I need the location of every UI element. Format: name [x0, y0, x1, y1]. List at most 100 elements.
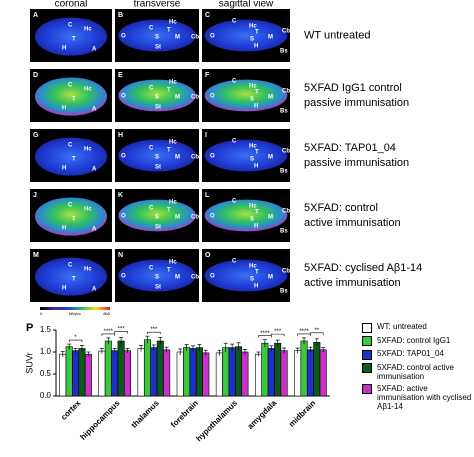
significance-label: ***: [118, 327, 126, 333]
region-label: St: [155, 285, 161, 291]
column-title: sagittal view: [219, 0, 274, 10]
region-label: Cb: [191, 275, 199, 281]
x-tick-label: cortex: [59, 398, 83, 422]
region-label: C: [68, 83, 73, 89]
error-bar: [112, 348, 117, 353]
panel-letter: F: [205, 72, 210, 79]
region-label: M: [268, 155, 273, 161]
x-tick-label: midbrain: [287, 398, 317, 428]
region-label: S: [155, 215, 159, 221]
region-label: T: [255, 150, 259, 156]
panel-letter: D: [33, 72, 38, 79]
bar: [254, 353, 262, 397]
significance-bracket: [297, 333, 311, 336]
region-label: T: [167, 148, 171, 154]
column-title: transverse: [134, 0, 181, 10]
row-label: active immunisation: [304, 277, 401, 289]
region-label: Hc: [249, 144, 257, 150]
brain-scan: [204, 19, 288, 52]
error-bar: [282, 347, 287, 354]
bar: [280, 350, 288, 397]
error-bar: [256, 351, 261, 357]
region-label: Cb: [191, 35, 199, 41]
bar: [111, 350, 119, 397]
region-label: Cb: [282, 89, 290, 95]
row-label: passive immunisation: [304, 157, 409, 169]
region-label: C: [149, 86, 154, 92]
significance-label: ****: [299, 329, 309, 335]
region-label: Hc: [84, 27, 92, 33]
brain-scan: [118, 199, 196, 232]
region-label: S: [250, 157, 254, 163]
region-label: Hc: [84, 267, 92, 273]
region-label: S: [155, 95, 159, 101]
region-label: S: [250, 97, 254, 103]
region-label: M: [268, 95, 273, 101]
error-bar: [302, 337, 307, 345]
region-label: Bs: [280, 229, 288, 235]
region-label: S: [250, 37, 254, 43]
error-bar: [86, 351, 91, 357]
brain-scan: [118, 79, 196, 112]
region-label: Cb: [282, 149, 290, 155]
error-bar: [308, 346, 313, 353]
legend-label: 5XFAD: control active immunisation: [377, 362, 454, 381]
region-label: Bs: [280, 49, 288, 55]
region-label: A: [92, 287, 97, 293]
colorbar-tick: 800: [103, 311, 110, 316]
significance-label: ***: [274, 329, 282, 335]
region-label: Hc: [169, 20, 177, 26]
y-tick-label: 0.5: [40, 369, 52, 378]
region-label: Cb: [191, 215, 199, 221]
legend-swatch: [362, 336, 372, 346]
bar: [261, 342, 269, 397]
brain-scan: [118, 259, 196, 292]
region-label: Cb: [282, 269, 290, 275]
brain-scan: [118, 19, 196, 52]
error-bar: [321, 347, 326, 352]
region-label: T: [255, 30, 259, 36]
error-bar: [151, 344, 156, 351]
region-label: T: [255, 210, 259, 216]
region-label: T: [255, 270, 259, 276]
bar: [241, 351, 249, 397]
region-label: M: [175, 35, 180, 41]
panel-letter: J: [33, 192, 37, 199]
region-label: Hc: [84, 147, 92, 153]
bar: [189, 348, 197, 397]
panel-letter: G: [33, 132, 39, 139]
legend-label: WT: untreated: [377, 322, 427, 331]
error-bar: [184, 344, 189, 351]
region-label: Hc: [84, 87, 92, 93]
legend-swatch: [362, 363, 372, 373]
region-label: T: [167, 28, 171, 34]
bar: [235, 346, 243, 397]
brain-scan: [204, 79, 288, 112]
bar: [300, 340, 308, 397]
panel-letter: L: [205, 192, 210, 199]
y-tick-label: 1.0: [40, 347, 52, 356]
panel-letter: H: [118, 132, 123, 139]
legend-swatch: [362, 322, 372, 333]
error-bar: [236, 342, 241, 351]
region-label: T: [72, 97, 76, 103]
region-label: C: [232, 259, 237, 265]
significance-label: ****: [260, 331, 270, 337]
bar: [195, 347, 203, 397]
region-label: M: [175, 215, 180, 221]
error-bar: [262, 339, 267, 347]
error-bar: [73, 348, 78, 353]
bar: [163, 349, 171, 397]
region-label: A: [92, 227, 97, 233]
region-label: M: [268, 35, 273, 41]
brain-scan: [34, 17, 108, 56]
panel-letter: K: [118, 192, 123, 199]
region-label: S: [155, 275, 159, 281]
legend: WT: untreated 5XFAD: control IgG1 5XFAD: T…: [362, 322, 474, 411]
region-label: Bs: [280, 289, 288, 295]
region-label: C: [232, 199, 237, 205]
region-label: H: [62, 46, 66, 52]
region-label: C: [232, 19, 237, 25]
brain-scan: [118, 139, 196, 172]
bar: [156, 340, 164, 397]
